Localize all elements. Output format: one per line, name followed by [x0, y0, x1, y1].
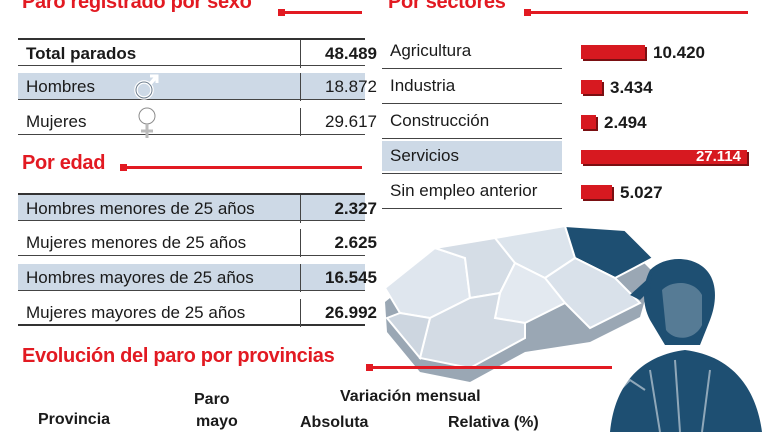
female-symbol-icon	[137, 106, 157, 138]
sectores-title-rule-dot	[524, 9, 531, 16]
sector-value-label: 5.027	[620, 183, 663, 202]
sexo-title-rule-dot	[278, 9, 285, 16]
total-value: 48.489	[325, 44, 377, 63]
total-label: Total parados	[26, 44, 137, 63]
andalusia-map	[383, 224, 655, 382]
edad-row-value: 2.625	[334, 233, 377, 252]
edad-row-value: 16.545	[325, 268, 377, 287]
hombres-value: 18.872	[325, 77, 377, 96]
sector-bar	[581, 45, 645, 59]
col-variacion: Variación mensual	[340, 388, 481, 405]
edad-row-label: Mujeres mayores de 25 años	[26, 303, 246, 322]
sexo-title: Paro registrado por sexo	[22, 0, 252, 13]
sector-value-label: 27.114	[695, 148, 741, 165]
sector-row-rule	[382, 103, 562, 104]
table-row: Hombres mayores de 25 años 16.545	[18, 263, 377, 292]
edad-row-label: Hombres mayores de 25 años	[26, 268, 254, 287]
sector-label: Construcción	[382, 106, 562, 136]
mujeres-label: Mujeres	[26, 112, 87, 131]
sector-bar	[581, 150, 747, 164]
table-row: Mujeres mayores de 25 años 26.992	[18, 298, 377, 327]
table-row: Total parados 48.489	[18, 38, 377, 68]
col-relativa: Relativa (%)	[448, 414, 539, 431]
sector-label: Agricultura	[382, 36, 562, 66]
hombres-label: Hombres	[26, 77, 95, 96]
col-mayo: mayo	[196, 413, 238, 430]
edad-title: Por edad	[22, 152, 106, 174]
col-provincia: Provincia	[38, 411, 111, 428]
sector-row-rule	[382, 208, 562, 209]
mujeres-value: 29.617	[325, 112, 377, 131]
sector-label: Servicios	[382, 141, 562, 171]
sector-row-rule	[382, 173, 562, 174]
table-row: Hombres 18.872	[18, 72, 377, 101]
edad-row-label: Mujeres menores de 25 años	[26, 233, 247, 252]
edad-row-value: 26.992	[325, 303, 377, 322]
table-row: Hombres menores de 25 años 2.327	[18, 193, 377, 223]
edad-title-rule	[126, 166, 362, 169]
provincias-title-rule	[372, 366, 612, 369]
col-absoluta: Absoluta	[300, 414, 369, 431]
sector-label: Sin empleo anterior	[382, 176, 562, 206]
edad-row-value: 2.327	[334, 199, 377, 218]
sectores-title: Por sectores	[388, 0, 506, 13]
sector-value-label: 2.494	[604, 113, 647, 132]
sector-value-label: 3.434	[610, 78, 653, 97]
col-paro: Paro	[194, 391, 230, 408]
edad-title-rule-dot	[120, 164, 127, 171]
sector-bar	[581, 80, 602, 94]
person-illustration	[609, 258, 762, 432]
provincias-title: Evolución del paro por provincias	[22, 345, 335, 367]
sector-label: Industria	[382, 71, 562, 101]
sectores-title-rule	[530, 11, 748, 14]
table-row: Mujeres menores de 25 años 2.625	[18, 228, 377, 257]
sector-bar	[581, 185, 612, 199]
provincias-title-rule-dot	[366, 364, 373, 371]
male-symbol-icon	[134, 74, 159, 100]
sector-row-rule	[382, 138, 562, 139]
sexo-title-rule	[284, 11, 362, 14]
sector-value-label: 10.420	[653, 43, 705, 62]
sector-row-rule	[382, 68, 562, 69]
sector-bar	[581, 115, 596, 129]
edad-row-label: Hombres menores de 25 años	[26, 199, 255, 218]
table-row: Mujeres 29.617	[18, 106, 377, 138]
